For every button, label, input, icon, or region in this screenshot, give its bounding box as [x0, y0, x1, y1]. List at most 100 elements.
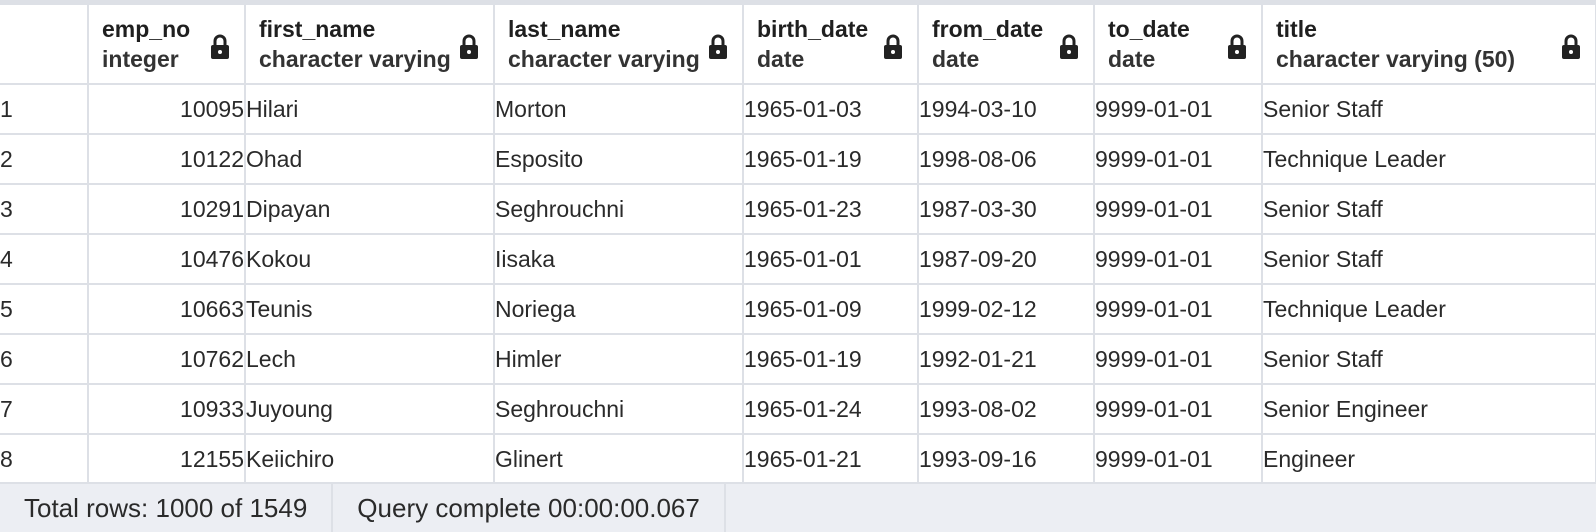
cell-emp_no[interactable]: 10933 [87, 383, 246, 435]
cell-to_date[interactable]: 9999-01-01 [1093, 133, 1263, 185]
cell-from_date[interactable]: 1987-09-20 [917, 233, 1095, 285]
cell-from_date[interactable]: 1993-09-16 [917, 433, 1095, 482]
row-number[interactable]: 7 [0, 383, 89, 435]
column-name: to_date [1108, 16, 1190, 42]
cell-last_name[interactable]: Noriega [493, 283, 744, 335]
cell-from_date[interactable]: 1994-03-10 [917, 83, 1095, 135]
column-header-birth_date[interactable]: birth_date date [742, 3, 919, 85]
column-header-last_name[interactable]: last_name character varying [493, 3, 744, 85]
row-number[interactable]: 4 [0, 233, 89, 285]
cell-to_date[interactable]: 9999-01-01 [1093, 83, 1263, 135]
cell-from_date[interactable]: 1992-01-21 [917, 333, 1095, 385]
column-header-to_date[interactable]: to_date date [1093, 3, 1263, 85]
table-row[interactable]: 5 10663 Teunis Noriega 1965-01-09 1999-0… [0, 283, 1596, 335]
cell-emp_no[interactable]: 10476 [87, 233, 246, 285]
cell-to_date[interactable]: 9999-01-01 [1093, 233, 1263, 285]
cell-emp_no[interactable]: 10291 [87, 183, 246, 235]
row-number[interactable]: 2 [0, 133, 89, 185]
cell-last_name[interactable]: Glinert [493, 433, 744, 482]
lock-icon [1060, 34, 1078, 59]
cell-title[interactable]: Senior Staff [1261, 183, 1596, 235]
row-number[interactable]: 1 [0, 83, 89, 135]
query-status: Query complete 00:00:00.067 [333, 484, 726, 532]
cell-to_date[interactable]: 9999-01-01 [1093, 433, 1263, 482]
cell-first_name[interactable]: Teunis [244, 283, 495, 335]
cell-first_name[interactable]: Juyoung [244, 383, 495, 435]
table-row[interactable]: 7 10933 Juyoung Seghrouchni 1965-01-24 1… [0, 383, 1596, 435]
cell-title[interactable]: Technique Leader [1261, 283, 1596, 335]
cell-emp_no[interactable]: 10122 [87, 133, 246, 185]
cell-to_date[interactable]: 9999-01-01 [1093, 333, 1263, 385]
cell-first_name[interactable]: Keiichiro [244, 433, 495, 482]
cell-title[interactable]: Senior Staff [1261, 83, 1596, 135]
column-name: birth_date [757, 16, 869, 42]
table-row[interactable]: 4 10476 Kokou Iisaka 1965-01-01 1987-09-… [0, 233, 1596, 285]
cell-last_name[interactable]: Seghrouchni [493, 383, 744, 435]
cell-birth_date[interactable]: 1965-01-19 [742, 333, 919, 385]
cell-last_name[interactable]: Himler [493, 333, 744, 385]
column-type: date [1108, 46, 1156, 72]
column-header-first_name[interactable]: first_name character varying [244, 3, 495, 85]
row-number[interactable]: 8 [0, 433, 89, 482]
cell-birth_date[interactable]: 1965-01-21 [742, 433, 919, 482]
column-header-title[interactable]: title character varying (50) [1261, 3, 1596, 85]
row-number[interactable]: 5 [0, 283, 89, 335]
cell-to_date[interactable]: 9999-01-01 [1093, 283, 1263, 335]
cell-to_date[interactable]: 9999-01-01 [1093, 183, 1263, 235]
cell-emp_no[interactable]: 10663 [87, 283, 246, 335]
column-name: title [1276, 16, 1317, 42]
column-name: first_name [259, 16, 376, 42]
data-output-table: emp_no integer first_name character vary… [0, 3, 1596, 482]
column-name: from_date [932, 16, 1044, 42]
cell-last_name[interactable]: Seghrouchni [493, 183, 744, 235]
cell-title[interactable]: Senior Staff [1261, 333, 1596, 385]
cell-first_name[interactable]: Lech [244, 333, 495, 385]
cell-from_date[interactable]: 1993-08-02 [917, 383, 1095, 435]
row-number[interactable]: 3 [0, 183, 89, 235]
header-row: emp_no integer first_name character vary… [0, 3, 1596, 85]
row-number-header[interactable] [0, 3, 89, 85]
column-header-from_date[interactable]: from_date date [917, 3, 1095, 85]
cell-emp_no[interactable]: 10095 [87, 83, 246, 135]
cell-first_name[interactable]: Dipayan [244, 183, 495, 235]
table-row[interactable]: 6 10762 Lech Himler 1965-01-19 1992-01-2… [0, 333, 1596, 385]
cell-birth_date[interactable]: 1965-01-03 [742, 83, 919, 135]
cell-title[interactable]: Technique Leader [1261, 133, 1596, 185]
table-row[interactable]: 1 10095 Hilari Morton 1965-01-03 1994-03… [0, 83, 1596, 135]
lock-icon [1562, 34, 1580, 59]
table-row[interactable]: 2 10122 Ohad Esposito 1965-01-19 1998-08… [0, 133, 1596, 185]
cell-to_date[interactable]: 9999-01-01 [1093, 383, 1263, 435]
cell-first_name[interactable]: Ohad [244, 133, 495, 185]
cell-birth_date[interactable]: 1965-01-01 [742, 233, 919, 285]
column-type: character varying [508, 46, 700, 72]
cell-first_name[interactable]: Hilari [244, 83, 495, 135]
cell-last_name[interactable]: Esposito [493, 133, 744, 185]
cell-first_name[interactable]: Kokou [244, 233, 495, 285]
cell-emp_no[interactable]: 12155 [87, 433, 246, 482]
cell-title[interactable]: Engineer [1261, 433, 1596, 482]
cell-last_name[interactable]: Iisaka [493, 233, 744, 285]
table-row[interactable]: 8 12155 Keiichiro Glinert 1965-01-21 199… [0, 433, 1596, 482]
column-type: integer [102, 46, 179, 72]
lock-icon [884, 34, 902, 59]
column-type: character varying [259, 46, 451, 72]
cell-from_date[interactable]: 1999-02-12 [917, 283, 1095, 335]
cell-emp_no[interactable]: 10762 [87, 333, 246, 385]
column-type: character varying (50) [1276, 46, 1516, 72]
cell-from_date[interactable]: 1987-03-30 [917, 183, 1095, 235]
total-rows-status: Total rows: 1000 of 1549 [0, 484, 334, 532]
cell-from_date[interactable]: 1998-08-06 [917, 133, 1095, 185]
table-row[interactable]: 3 10291 Dipayan Seghrouchni 1965-01-23 1… [0, 183, 1596, 235]
cell-birth_date[interactable]: 1965-01-24 [742, 383, 919, 435]
cell-title[interactable]: Senior Staff [1261, 233, 1596, 285]
column-type: date [757, 46, 805, 72]
cell-title[interactable]: Senior Engineer [1261, 383, 1596, 435]
row-number[interactable]: 6 [0, 333, 89, 385]
column-header-emp_no[interactable]: emp_no integer [87, 3, 246, 85]
cell-birth_date[interactable]: 1965-01-23 [742, 183, 919, 235]
cell-birth_date[interactable]: 1965-01-19 [742, 133, 919, 185]
lock-icon [709, 34, 727, 59]
cell-last_name[interactable]: Morton [493, 83, 744, 135]
cell-birth_date[interactable]: 1965-01-09 [742, 283, 919, 335]
lock-icon [460, 34, 478, 59]
